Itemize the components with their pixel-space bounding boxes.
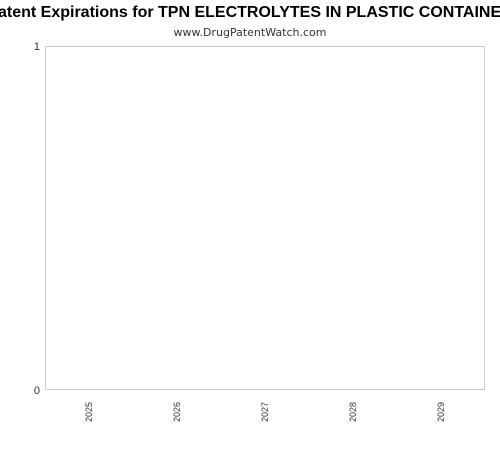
x-tick-label: 2027	[260, 402, 270, 422]
y-tick-label: 0	[34, 385, 40, 397]
plot-area	[46, 47, 485, 390]
chart-subtitle: www.DrugPatentWatch.com	[174, 26, 327, 39]
x-axis-ticks: 2025 2026 2027 2028 2029	[84, 402, 446, 422]
x-tick-label: 2028	[348, 402, 358, 422]
y-tick-label: 1	[34, 41, 40, 53]
x-tick-label: 2025	[84, 402, 94, 422]
chart-title: Patent Expirations for TPN ELECTROLYTES …	[0, 4, 500, 21]
y-axis-ticks: 01	[34, 41, 40, 397]
x-tick-label: 2029	[436, 402, 446, 422]
x-tick-label: 2026	[172, 402, 182, 422]
